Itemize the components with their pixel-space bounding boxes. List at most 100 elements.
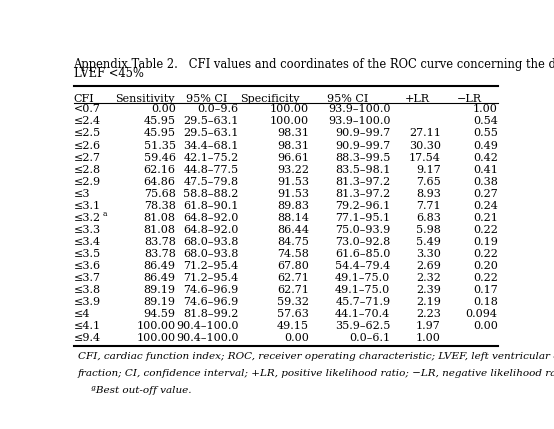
- Text: 81.08: 81.08: [143, 213, 176, 223]
- Text: 67.80: 67.80: [277, 261, 309, 271]
- Text: 49.1–75.0: 49.1–75.0: [335, 273, 391, 283]
- Text: ≤4.1: ≤4.1: [74, 321, 101, 331]
- Text: 44.1–70.4: 44.1–70.4: [335, 309, 391, 319]
- Text: 49.1–75.0: 49.1–75.0: [335, 285, 391, 295]
- Text: 84.75: 84.75: [277, 237, 309, 247]
- Text: CFI: CFI: [74, 94, 94, 104]
- Text: Sensitivity: Sensitivity: [115, 94, 174, 104]
- Text: 77.1–95.1: 77.1–95.1: [335, 213, 391, 223]
- Text: ≤4: ≤4: [74, 309, 90, 319]
- Text: ≤3.8: ≤3.8: [74, 285, 101, 295]
- Text: 45.95: 45.95: [143, 116, 176, 127]
- Text: 86.49: 86.49: [143, 261, 176, 271]
- Text: ≤2.6: ≤2.6: [74, 141, 101, 151]
- Text: 0.00: 0.00: [151, 104, 176, 115]
- Text: ≤2.9: ≤2.9: [74, 177, 101, 187]
- Text: ≤3.6: ≤3.6: [74, 261, 101, 271]
- Text: 64.86: 64.86: [143, 177, 176, 187]
- Text: ≤3.9: ≤3.9: [74, 297, 101, 307]
- Text: 0.20: 0.20: [473, 261, 497, 271]
- Text: 0.0–9.6: 0.0–9.6: [198, 104, 239, 115]
- Text: 91.53: 91.53: [277, 177, 309, 187]
- Text: 62.71: 62.71: [277, 285, 309, 295]
- Text: ≤2.8: ≤2.8: [74, 165, 101, 175]
- Text: 68.0–93.8: 68.0–93.8: [183, 249, 239, 259]
- Text: ≤2.4: ≤2.4: [74, 116, 101, 127]
- Text: 81.8–99.2: 81.8–99.2: [183, 309, 239, 319]
- Text: 90.9–99.7: 90.9–99.7: [335, 141, 391, 151]
- Text: 27.11: 27.11: [409, 128, 440, 139]
- Text: 79.2–96.1: 79.2–96.1: [335, 201, 391, 211]
- Text: 78.38: 78.38: [144, 201, 176, 211]
- Text: 74.6–96.9: 74.6–96.9: [183, 285, 239, 295]
- Text: 100.00: 100.00: [137, 333, 176, 344]
- Text: Appendix Table 2.   CFI values and coordinates of the ROC curve concerning the d: Appendix Table 2. CFI values and coordin…: [74, 58, 554, 71]
- Text: +LR: +LR: [404, 94, 429, 104]
- Text: 75.0–93.9: 75.0–93.9: [335, 225, 391, 235]
- Text: 1.97: 1.97: [416, 321, 440, 331]
- Text: 90.4–100.0: 90.4–100.0: [176, 321, 239, 331]
- Text: 74.6–96.9: 74.6–96.9: [183, 297, 239, 307]
- Text: 83.78: 83.78: [144, 249, 176, 259]
- Text: 2.23: 2.23: [416, 309, 440, 319]
- Text: 90.9–99.7: 90.9–99.7: [335, 128, 391, 139]
- Text: 73.0–92.8: 73.0–92.8: [335, 237, 391, 247]
- Text: 44.8–77.5: 44.8–77.5: [184, 165, 239, 175]
- Text: −LR: −LR: [457, 94, 482, 104]
- Text: 29.5–63.1: 29.5–63.1: [183, 128, 239, 139]
- Text: ≤3.2: ≤3.2: [74, 213, 101, 223]
- Text: 0.22: 0.22: [473, 225, 497, 235]
- Text: ≤3.4: ≤3.4: [74, 237, 101, 247]
- Text: 0.24: 0.24: [473, 201, 497, 211]
- Text: 0.54: 0.54: [473, 116, 497, 127]
- Text: 3.30: 3.30: [416, 249, 440, 259]
- Text: 62.16: 62.16: [143, 165, 176, 175]
- Text: 93.22: 93.22: [277, 165, 309, 175]
- Text: 0.22: 0.22: [473, 273, 497, 283]
- Text: ≤2.7: ≤2.7: [74, 153, 100, 163]
- Text: 91.53: 91.53: [277, 189, 309, 199]
- Text: 98.31: 98.31: [277, 128, 309, 139]
- Text: 88.3–99.5: 88.3–99.5: [335, 153, 391, 163]
- Text: 2.32: 2.32: [416, 273, 440, 283]
- Text: 58.8–88.2: 58.8–88.2: [183, 189, 239, 199]
- Text: 68.0–93.8: 68.0–93.8: [183, 237, 239, 247]
- Text: 88.14: 88.14: [277, 213, 309, 223]
- Text: 51.35: 51.35: [143, 141, 176, 151]
- Text: 0.094: 0.094: [466, 309, 497, 319]
- Text: 61.6–85.0: 61.6–85.0: [335, 249, 391, 259]
- Text: 81.08: 81.08: [143, 225, 176, 235]
- Text: 89.19: 89.19: [143, 285, 176, 295]
- Text: Specificity: Specificity: [240, 94, 300, 104]
- Text: 64.8–92.0: 64.8–92.0: [183, 213, 239, 223]
- Text: a: a: [102, 210, 107, 218]
- Text: 42.1–75.2: 42.1–75.2: [183, 153, 239, 163]
- Text: 81.3–97.2: 81.3–97.2: [335, 177, 391, 187]
- Text: ≤3.3: ≤3.3: [74, 225, 101, 235]
- Text: 71.2–95.4: 71.2–95.4: [183, 273, 239, 283]
- Text: 35.9–62.5: 35.9–62.5: [335, 321, 391, 331]
- Text: 100.00: 100.00: [137, 321, 176, 331]
- Text: 71.2–95.4: 71.2–95.4: [183, 261, 239, 271]
- Text: 74.58: 74.58: [277, 249, 309, 259]
- Text: 62.71: 62.71: [277, 273, 309, 283]
- Text: 0.00: 0.00: [473, 321, 497, 331]
- Text: 100.00: 100.00: [270, 104, 309, 115]
- Text: 2.39: 2.39: [416, 285, 440, 295]
- Text: 86.44: 86.44: [277, 225, 309, 235]
- Text: ≤3.1: ≤3.1: [74, 201, 101, 211]
- Text: 0.22: 0.22: [473, 249, 497, 259]
- Text: 89.83: 89.83: [277, 201, 309, 211]
- Text: 1.00: 1.00: [473, 104, 497, 115]
- Text: CFI, cardiac function index; ROC, receiver operating characteristic; LVEF, left : CFI, cardiac function index; ROC, receiv…: [78, 352, 554, 361]
- Text: ≤9.4: ≤9.4: [74, 333, 101, 344]
- Text: 47.5–79.8: 47.5–79.8: [184, 177, 239, 187]
- Text: 81.3–97.2: 81.3–97.2: [335, 189, 391, 199]
- Text: 59.46: 59.46: [143, 153, 176, 163]
- Text: 64.8–92.0: 64.8–92.0: [183, 225, 239, 235]
- Text: 0.00: 0.00: [284, 333, 309, 344]
- Text: 0.27: 0.27: [473, 189, 497, 199]
- Text: <0.7: <0.7: [74, 104, 100, 115]
- Text: 83.78: 83.78: [144, 237, 176, 247]
- Text: 94.59: 94.59: [143, 309, 176, 319]
